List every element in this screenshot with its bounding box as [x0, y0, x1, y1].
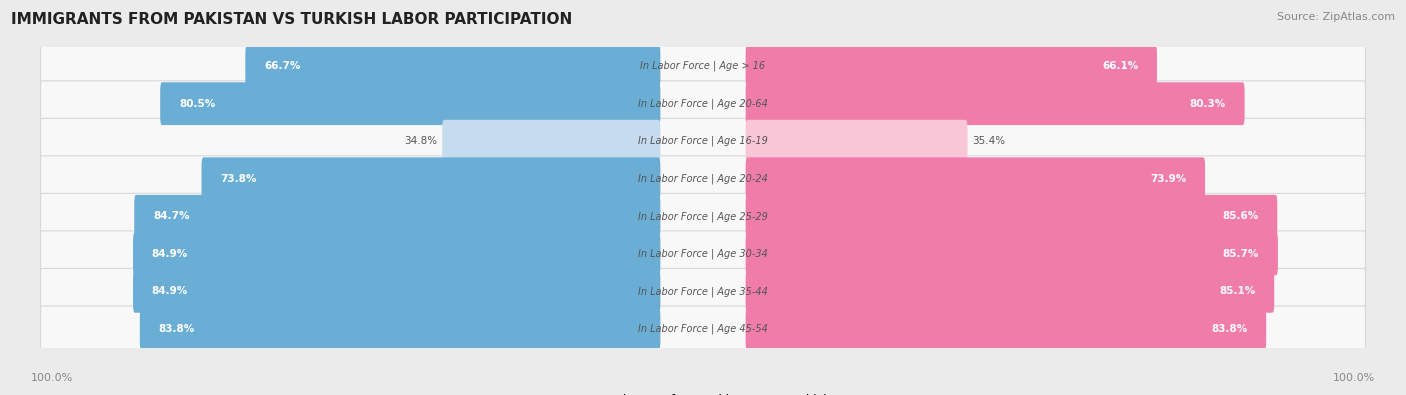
Text: In Labor Force | Age > 16: In Labor Force | Age > 16	[641, 61, 765, 71]
Text: 100.0%: 100.0%	[1333, 373, 1375, 383]
FancyBboxPatch shape	[745, 270, 1274, 313]
Text: In Labor Force | Age 25-29: In Labor Force | Age 25-29	[638, 211, 768, 222]
FancyBboxPatch shape	[134, 270, 661, 313]
Legend: Immigrants from Pakistan, Turkish: Immigrants from Pakistan, Turkish	[575, 394, 831, 395]
FancyBboxPatch shape	[139, 307, 661, 350]
FancyBboxPatch shape	[41, 156, 1365, 201]
Text: In Labor Force | Age 20-24: In Labor Force | Age 20-24	[638, 173, 768, 184]
Text: In Labor Force | Age 35-44: In Labor Force | Age 35-44	[638, 286, 768, 297]
Text: In Labor Force | Age 30-34: In Labor Force | Age 30-34	[638, 248, 768, 259]
Text: 83.8%: 83.8%	[1211, 324, 1247, 334]
Text: 100.0%: 100.0%	[31, 373, 73, 383]
FancyBboxPatch shape	[201, 157, 661, 200]
Text: 66.1%: 66.1%	[1102, 61, 1139, 71]
FancyBboxPatch shape	[41, 81, 1365, 126]
Text: 84.7%: 84.7%	[153, 211, 190, 221]
Text: 35.4%: 35.4%	[973, 136, 1005, 146]
Text: 80.3%: 80.3%	[1189, 99, 1226, 109]
FancyBboxPatch shape	[160, 82, 661, 125]
Text: IMMIGRANTS FROM PAKISTAN VS TURKISH LABOR PARTICIPATION: IMMIGRANTS FROM PAKISTAN VS TURKISH LABO…	[11, 12, 572, 27]
FancyBboxPatch shape	[745, 157, 1205, 200]
FancyBboxPatch shape	[41, 194, 1365, 239]
FancyBboxPatch shape	[745, 307, 1267, 350]
Text: In Labor Force | Age 45-54: In Labor Force | Age 45-54	[638, 324, 768, 334]
FancyBboxPatch shape	[41, 118, 1365, 164]
Text: 34.8%: 34.8%	[404, 136, 437, 146]
Text: 85.6%: 85.6%	[1222, 211, 1258, 221]
FancyBboxPatch shape	[134, 232, 661, 275]
FancyBboxPatch shape	[41, 306, 1365, 352]
FancyBboxPatch shape	[41, 269, 1365, 314]
FancyBboxPatch shape	[41, 231, 1365, 276]
Text: In Labor Force | Age 20-64: In Labor Force | Age 20-64	[638, 98, 768, 109]
FancyBboxPatch shape	[745, 45, 1157, 88]
FancyBboxPatch shape	[745, 232, 1278, 275]
FancyBboxPatch shape	[134, 195, 661, 238]
Text: 66.7%: 66.7%	[264, 61, 301, 71]
FancyBboxPatch shape	[745, 195, 1277, 238]
Text: 73.8%: 73.8%	[221, 174, 257, 184]
FancyBboxPatch shape	[245, 45, 661, 88]
Text: Source: ZipAtlas.com: Source: ZipAtlas.com	[1277, 12, 1395, 22]
FancyBboxPatch shape	[443, 120, 661, 163]
Text: 85.1%: 85.1%	[1219, 286, 1256, 296]
Text: 83.8%: 83.8%	[159, 324, 195, 334]
Text: 84.9%: 84.9%	[152, 249, 188, 259]
Text: 85.7%: 85.7%	[1223, 249, 1260, 259]
Text: In Labor Force | Age 16-19: In Labor Force | Age 16-19	[638, 136, 768, 147]
FancyBboxPatch shape	[745, 120, 967, 163]
Text: 73.9%: 73.9%	[1150, 174, 1187, 184]
Text: 84.9%: 84.9%	[152, 286, 188, 296]
Text: 80.5%: 80.5%	[179, 99, 215, 109]
FancyBboxPatch shape	[745, 82, 1244, 125]
FancyBboxPatch shape	[41, 43, 1365, 89]
